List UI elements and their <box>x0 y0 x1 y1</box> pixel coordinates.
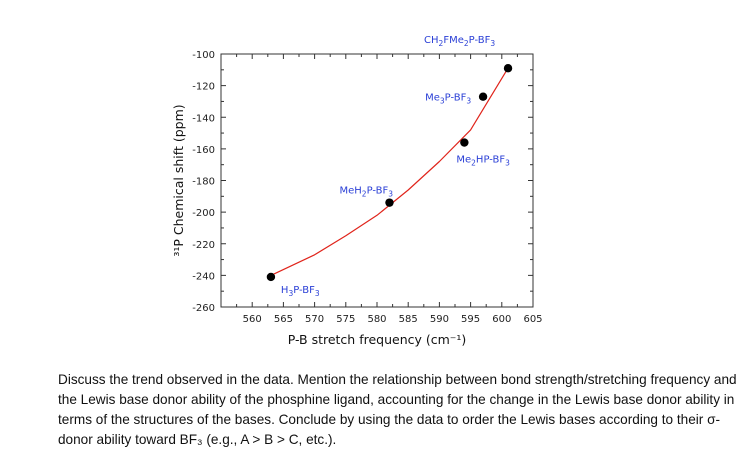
data-point <box>478 92 488 101</box>
question-text: Discuss the trend observed in the data. … <box>58 372 737 447</box>
point-label: H3P-BF3 <box>281 285 320 298</box>
x-tick-label: 580 <box>367 314 386 325</box>
data-point <box>266 272 276 282</box>
y-tick-label: -180 <box>192 177 215 188</box>
x-tick-label: 575 <box>336 314 355 325</box>
data-point <box>503 64 513 73</box>
y-tick-label: -240 <box>192 271 215 282</box>
y-tick-label: -260 <box>192 303 215 314</box>
scatter-chart: 560 565 570 575 580 585 590 595 600 605 -100 -120 -1… <box>171 35 543 347</box>
y-tick-label: -120 <box>192 82 215 93</box>
y-tick-label: -200 <box>192 208 215 219</box>
x-tick-label: 560 <box>243 314 262 325</box>
x-axis-title: P-B stretch frequency (cm⁻¹) <box>288 332 467 347</box>
x-tick-label: 605 <box>523 314 542 325</box>
point-label: MeH2P-BF3 <box>339 186 393 199</box>
x-tick-label: 585 <box>399 314 418 325</box>
x-tick-label: 570 <box>305 314 324 325</box>
point-label: CH2FMe2P-BF3 <box>424 35 495 48</box>
y-axis-title: ³¹P Chemical shift (ppm) <box>171 104 186 256</box>
y-tick-label: -140 <box>192 113 215 124</box>
y-tick-label: -160 <box>192 145 215 156</box>
y-tick-label: -220 <box>192 240 215 251</box>
x-tick-label: 595 <box>461 314 480 325</box>
point-label: Me3P-BF3 <box>425 93 471 106</box>
x-tick-label: 600 <box>492 314 511 325</box>
plot-area <box>220 53 534 308</box>
data-point <box>460 138 469 147</box>
y-tick-label: -100 <box>192 50 215 61</box>
point-label: Me2HP-BF3 <box>456 155 510 168</box>
x-tick-label: 565 <box>274 314 293 325</box>
x-tick-label: 590 <box>430 314 449 325</box>
fit-curve <box>270 67 509 276</box>
data-point <box>385 198 394 207</box>
